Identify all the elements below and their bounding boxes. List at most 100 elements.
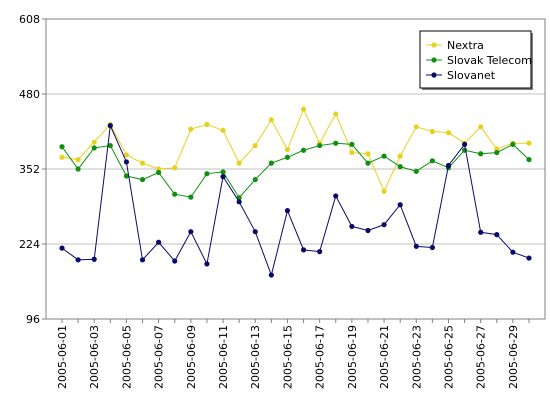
data-point xyxy=(172,191,178,197)
data-point xyxy=(526,157,532,163)
data-point xyxy=(123,159,130,165)
data-point xyxy=(349,223,355,230)
data-point xyxy=(252,229,258,235)
data-point xyxy=(268,117,274,123)
data-point xyxy=(188,126,194,132)
data-point xyxy=(526,140,532,146)
data-point xyxy=(91,139,97,145)
x-tick-label: 2005-06-15 xyxy=(281,325,294,389)
x-tick-label: 2005-06-07 xyxy=(153,325,166,389)
data-point xyxy=(365,227,371,234)
x-tick-label: 2005-06-21 xyxy=(378,325,391,389)
x-tick-label: 2005-06-01 xyxy=(56,325,69,389)
data-point xyxy=(494,149,500,156)
data-point xyxy=(220,169,226,175)
legend-label: Nextra xyxy=(447,39,484,52)
legend: Nextra Slovak Telecom Slovanet xyxy=(419,30,533,90)
y-tick-label: 224 xyxy=(19,238,40,251)
data-point xyxy=(429,158,435,164)
legend-label: Slovak Telecom xyxy=(447,54,532,67)
data-point xyxy=(300,106,307,112)
legend-marker xyxy=(431,72,437,78)
x-tick-label: 2005-06-11 xyxy=(217,325,230,389)
data-point xyxy=(236,199,242,205)
y-tick-label: 352 xyxy=(19,163,40,176)
data-point xyxy=(59,154,65,160)
x-tick-label: 2005-06-27 xyxy=(475,325,488,389)
x-tick-label: 2005-06-05 xyxy=(120,325,133,389)
data-point xyxy=(75,157,81,163)
data-point xyxy=(317,249,323,255)
data-point xyxy=(107,142,113,149)
data-point xyxy=(59,245,65,251)
data-point xyxy=(268,160,274,166)
data-point xyxy=(75,166,81,172)
data-point xyxy=(188,229,194,235)
data-point xyxy=(123,152,130,158)
data-point xyxy=(494,232,500,238)
y-tick-label: 608 xyxy=(19,13,40,26)
data-point xyxy=(461,141,468,147)
data-point xyxy=(156,239,162,245)
data-point xyxy=(333,193,339,199)
data-point xyxy=(91,256,97,262)
data-point xyxy=(478,151,484,157)
data-point xyxy=(204,121,210,128)
series xyxy=(59,106,532,278)
x-tick-label: 2005-06-23 xyxy=(410,325,423,389)
legend-item-slovanet: Slovanet xyxy=(426,69,496,82)
series-nextra xyxy=(59,106,532,194)
y-axis: 96 224 352 480 608 xyxy=(19,13,46,326)
data-point xyxy=(172,258,178,264)
data-point xyxy=(510,249,516,255)
data-point xyxy=(429,244,435,251)
data-point xyxy=(236,160,242,166)
data-point xyxy=(204,261,210,267)
data-point xyxy=(317,142,323,149)
data-point xyxy=(188,194,194,200)
data-point xyxy=(91,145,97,151)
data-point xyxy=(107,123,113,129)
x-tick-label: 2005-06-19 xyxy=(346,325,359,389)
data-point xyxy=(333,111,339,117)
data-point xyxy=(75,257,81,263)
data-point xyxy=(429,128,435,135)
data-point xyxy=(397,153,403,159)
data-point xyxy=(526,255,532,261)
data-point xyxy=(445,162,452,169)
data-point xyxy=(139,257,146,263)
data-point xyxy=(478,229,484,235)
data-point xyxy=(413,124,419,130)
data-point xyxy=(252,176,258,183)
data-point xyxy=(123,173,130,179)
data-point xyxy=(381,222,387,228)
data-point xyxy=(300,247,307,253)
data-point xyxy=(397,164,403,170)
series-line xyxy=(61,107,529,193)
data-point xyxy=(139,176,146,183)
data-point xyxy=(413,243,419,249)
legend-item-nextra: Nextra xyxy=(426,39,484,52)
x-tick-label: 2005-06-09 xyxy=(185,325,198,389)
data-point xyxy=(413,168,419,174)
data-point xyxy=(478,124,484,130)
data-point xyxy=(445,130,452,136)
data-point xyxy=(204,171,210,177)
x-tick-label: 2005-06-03 xyxy=(88,325,101,389)
legend-marker xyxy=(431,57,437,63)
x-tick-label: 2005-06-29 xyxy=(507,325,520,389)
x-tick-label: 2005-06-13 xyxy=(249,325,262,389)
series-line xyxy=(61,123,530,277)
data-point xyxy=(284,208,291,214)
data-point xyxy=(397,202,403,208)
legend-label: Slovanet xyxy=(447,69,496,82)
data-point xyxy=(381,153,387,159)
x-tick-label: 2005-06-17 xyxy=(314,325,327,389)
data-point xyxy=(284,147,291,153)
data-point xyxy=(139,160,146,166)
data-point xyxy=(333,140,339,146)
data-point xyxy=(300,147,307,153)
data-point xyxy=(381,188,387,194)
